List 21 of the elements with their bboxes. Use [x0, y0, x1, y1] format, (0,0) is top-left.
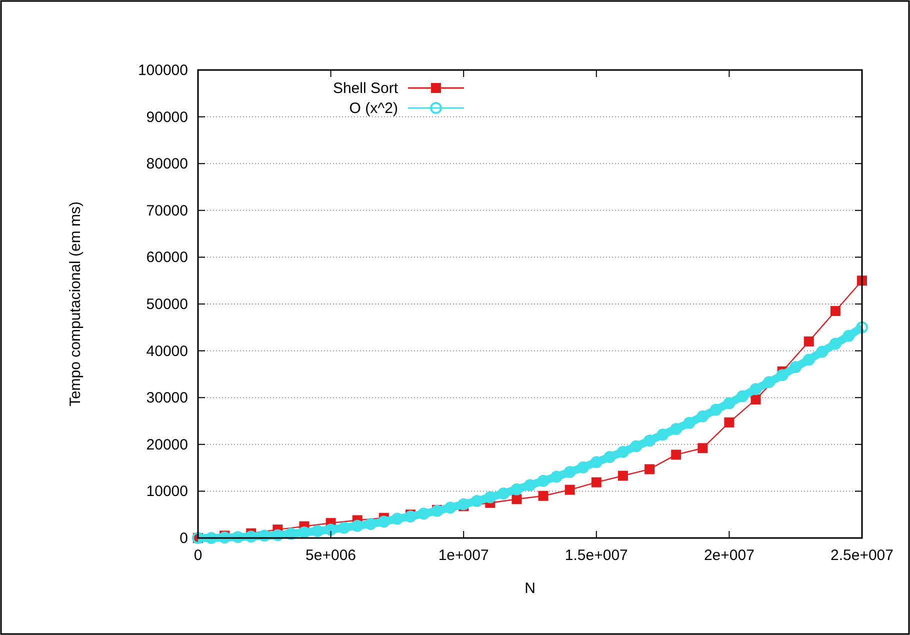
x-tick-label: 2e+007 — [704, 547, 754, 564]
x-tick-label: 2.5e+007 — [830, 547, 894, 564]
y-tick-label: 60000 — [146, 249, 188, 266]
legend-label: Shell Sort — [332, 80, 399, 97]
y-tick-label: 20000 — [146, 436, 188, 454]
x-tick-label: 1e+007 — [438, 547, 489, 564]
x-tick-label: 5e+006 — [306, 547, 356, 564]
x-axis-title: N — [524, 580, 536, 597]
y-tick-label: 40000 — [146, 342, 188, 360]
x-tick-label: 1.5e+007 — [564, 547, 628, 564]
y-tick-label: 80000 — [146, 156, 188, 173]
y-tick-label: 100000 — [138, 62, 188, 79]
y-tick-label: 90000 — [146, 108, 188, 126]
legend-label: O (x^2) — [349, 100, 398, 117]
x-tick-label: 0 — [194, 547, 202, 564]
y-tick-label: 10000 — [146, 483, 188, 500]
y-tick-label: 70000 — [146, 202, 188, 220]
y-tick-label: 0 — [180, 530, 188, 547]
y-tick-label: 30000 — [146, 390, 188, 407]
y-axis-title: Tempo computacional (em ms) — [67, 201, 84, 407]
y-tick-label: 50000 — [146, 296, 188, 313]
